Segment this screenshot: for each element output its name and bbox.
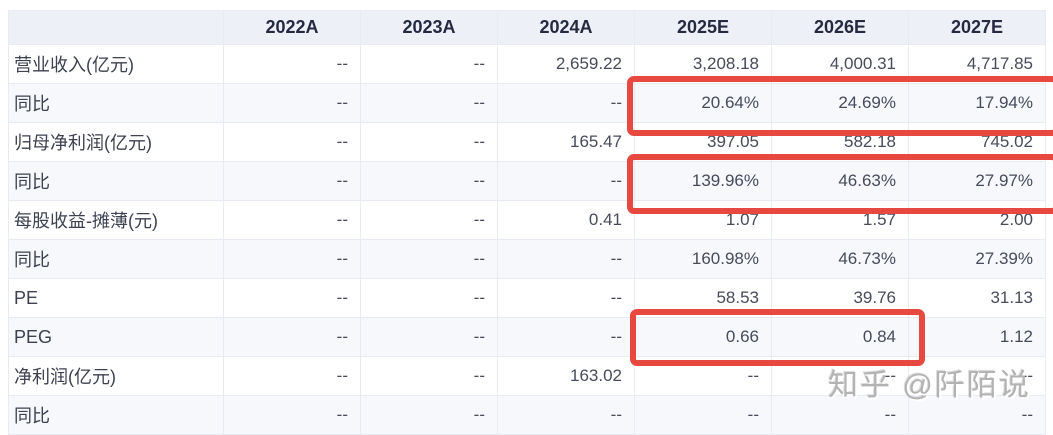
cell-value: 46.63% [771, 161, 909, 201]
row-label: 同比 [8, 395, 224, 435]
table-row-peg: PEG -- -- -- 0.66 0.84 1.12 [8, 317, 1046, 357]
cell-value: -- [908, 356, 1046, 396]
table-row-net-profit: 净利润(亿元) -- -- 163.02 -- -- -- [8, 356, 1046, 396]
cell-value: 1.57 [771, 200, 909, 240]
cell-value: -- [497, 83, 635, 123]
cell-value: 24.69% [771, 83, 909, 123]
cell-value: 0.41 [497, 200, 635, 240]
cell-value: 27.97% [908, 161, 1046, 201]
header-cell-2023a: 2023A [360, 10, 498, 45]
cell-value: 582.18 [771, 122, 909, 162]
cell-value: -- [360, 356, 498, 396]
cell-value: -- [360, 161, 498, 201]
cell-value: -- [223, 356, 361, 396]
cell-value: -- [360, 122, 498, 162]
header-cell-2025e: 2025E [634, 10, 772, 45]
cell-value: -- [634, 395, 772, 435]
row-label: 同比 [8, 239, 224, 279]
cell-value: -- [360, 317, 498, 357]
header-cell-2022a: 2022A [223, 10, 361, 45]
cell-value: 163.02 [497, 356, 635, 396]
row-label: 归母净利润(亿元) [8, 122, 224, 162]
cell-value: -- [223, 161, 361, 201]
cell-value: -- [497, 317, 635, 357]
cell-value: 2,659.22 [497, 44, 635, 84]
table-row-net-profit-yoy: 同比 -- -- -- 139.96% 46.63% 27.97% [8, 161, 1046, 201]
cell-value: -- [223, 239, 361, 279]
cell-value: 17.94% [908, 83, 1046, 123]
cell-value: -- [497, 395, 635, 435]
cell-value: -- [360, 239, 498, 279]
row-label: PE [8, 278, 224, 318]
row-label: 同比 [8, 161, 224, 201]
cell-value: -- [223, 44, 361, 84]
cell-value: -- [771, 356, 909, 396]
cell-value: -- [360, 278, 498, 318]
table-row-eps-yoy: 同比 -- -- -- 160.98% 46.73% 27.39% [8, 239, 1046, 279]
cell-value: 4,717.85 [908, 44, 1046, 84]
header-cell-2026e: 2026E [771, 10, 909, 45]
cell-value: 31.13 [908, 278, 1046, 318]
cell-value: 160.98% [634, 239, 772, 279]
table-row-net-profit-yoy2: 同比 -- -- -- -- -- -- [8, 395, 1046, 435]
table-row-pe: PE -- -- -- 58.53 39.76 31.13 [8, 278, 1046, 318]
cell-value: -- [497, 239, 635, 279]
row-label: 营业收入(亿元) [8, 44, 224, 84]
cell-value: 3,208.18 [634, 44, 772, 84]
cell-value: 139.96% [634, 161, 772, 201]
cell-value: -- [497, 161, 635, 201]
cell-value: -- [360, 83, 498, 123]
cell-value: 2.00 [908, 200, 1046, 240]
header-cell-label [8, 10, 224, 45]
table-row-eps: 每股收益-摊薄(元) -- -- 0.41 1.07 1.57 2.00 [8, 200, 1046, 240]
cell-value: 58.53 [634, 278, 772, 318]
cell-value: -- [497, 278, 635, 318]
cell-value: 27.39% [908, 239, 1046, 279]
cell-value: -- [634, 356, 772, 396]
header-cell-2024a: 2024A [497, 10, 635, 45]
cell-value: -- [360, 44, 498, 84]
cell-value: -- [223, 122, 361, 162]
cell-value: 0.84 [771, 317, 909, 357]
cell-value: 397.05 [634, 122, 772, 162]
cell-value: -- [223, 395, 361, 435]
cell-value: 4,000.31 [771, 44, 909, 84]
cell-value: 165.47 [497, 122, 635, 162]
cell-value: -- [223, 317, 361, 357]
cell-value: 39.76 [771, 278, 909, 318]
cell-value: 20.64% [634, 83, 772, 123]
cell-value: -- [223, 278, 361, 318]
cell-value: -- [223, 200, 361, 240]
header-cell-2027e: 2027E [908, 10, 1046, 45]
row-label: 每股收益-摊薄(元) [8, 200, 224, 240]
cell-value: 0.66 [634, 317, 772, 357]
cell-value: -- [771, 395, 909, 435]
cell-value: 46.73% [771, 239, 909, 279]
table-row-net-profit-parent: 归母净利润(亿元) -- -- 165.47 397.05 582.18 745… [8, 122, 1046, 162]
table-row-revenue-yoy: 同比 -- -- -- 20.64% 24.69% 17.94% [8, 83, 1046, 123]
cell-value: 745.02 [908, 122, 1046, 162]
row-label: PEG [8, 317, 224, 357]
cell-value: 1.12 [908, 317, 1046, 357]
cell-value: -- [908, 395, 1046, 435]
cell-value: -- [223, 83, 361, 123]
row-label: 净利润(亿元) [8, 356, 224, 396]
header-row: 2022A 2023A 2024A 2025E 2026E 2027E [8, 10, 1046, 45]
row-label: 同比 [8, 83, 224, 123]
table-row-revenue: 营业收入(亿元) -- -- 2,659.22 3,208.18 4,000.3… [8, 44, 1046, 84]
financial-forecast-table: 2022A 2023A 2024A 2025E 2026E 2027E 营业收入… [8, 10, 1046, 435]
cell-value: 1.07 [634, 200, 772, 240]
cell-value: -- [360, 200, 498, 240]
cell-value: -- [360, 395, 498, 435]
